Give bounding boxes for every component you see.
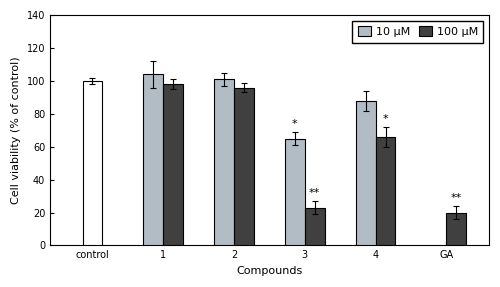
Text: *: *: [292, 119, 298, 129]
Bar: [214, 79, 234, 245]
Bar: [82, 81, 102, 245]
Text: **: **: [450, 193, 462, 203]
Bar: [144, 74, 164, 245]
Bar: [164, 84, 183, 245]
Y-axis label: Cell viability (% of control): Cell viability (% of control): [11, 57, 21, 204]
Bar: [234, 88, 254, 245]
Bar: [446, 213, 466, 245]
Bar: [305, 208, 324, 245]
Text: *: *: [382, 114, 388, 124]
Text: **: **: [309, 188, 320, 198]
X-axis label: Compounds: Compounds: [236, 266, 302, 276]
Bar: [285, 139, 305, 245]
Bar: [356, 101, 376, 245]
Legend: 10 μM, 100 μM: 10 μM, 100 μM: [352, 21, 484, 42]
Bar: [376, 137, 396, 245]
